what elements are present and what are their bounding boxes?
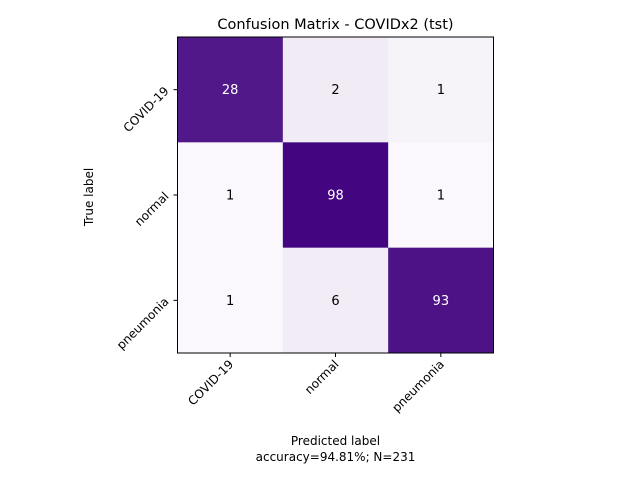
cell-value-r1-c2: 1 [437, 189, 445, 204]
cell-value-r2-c1: 6 [331, 294, 339, 309]
cell-value-r0-c0: 28 [222, 83, 239, 98]
cell-value-r0-c1: 2 [331, 83, 339, 98]
x-axis-label: Predicted label [291, 434, 380, 448]
heatmap-cell-r0-c1 [282, 37, 389, 143]
cell-value-r2-c0: 1 [226, 294, 234, 309]
heatmap-cell-r1-c2 [388, 142, 494, 249]
cell-value-r0-c2: 1 [437, 83, 445, 98]
cell-value-r1-c0: 1 [226, 189, 234, 204]
y-axis-label: True label [82, 168, 96, 227]
accuracy-footnote: accuracy=94.81%; N=231 [256, 450, 416, 464]
heatmap-cell-r0-c2 [388, 37, 494, 143]
heatmap-cell-r2-c1 [282, 247, 389, 354]
cell-value-r2-c2: 93 [433, 294, 450, 309]
heatmap-cell-r1-c1 [282, 142, 389, 249]
heatmap-cell-r1-c0 [177, 142, 284, 249]
heatmap-cell-r2-c2 [388, 247, 494, 354]
chart-title: Confusion Matrix - COVIDx2 (tst) [217, 17, 453, 33]
heatmap-cell-r2-c0 [177, 247, 284, 354]
heatmap-cells [177, 37, 494, 354]
heatmap-cell-r0-c0 [177, 37, 284, 143]
cell-value-r1-c1: 98 [327, 189, 344, 204]
heatmap-cell-labels: 28 2 1 1 98 1 1 6 93 [222, 83, 449, 309]
